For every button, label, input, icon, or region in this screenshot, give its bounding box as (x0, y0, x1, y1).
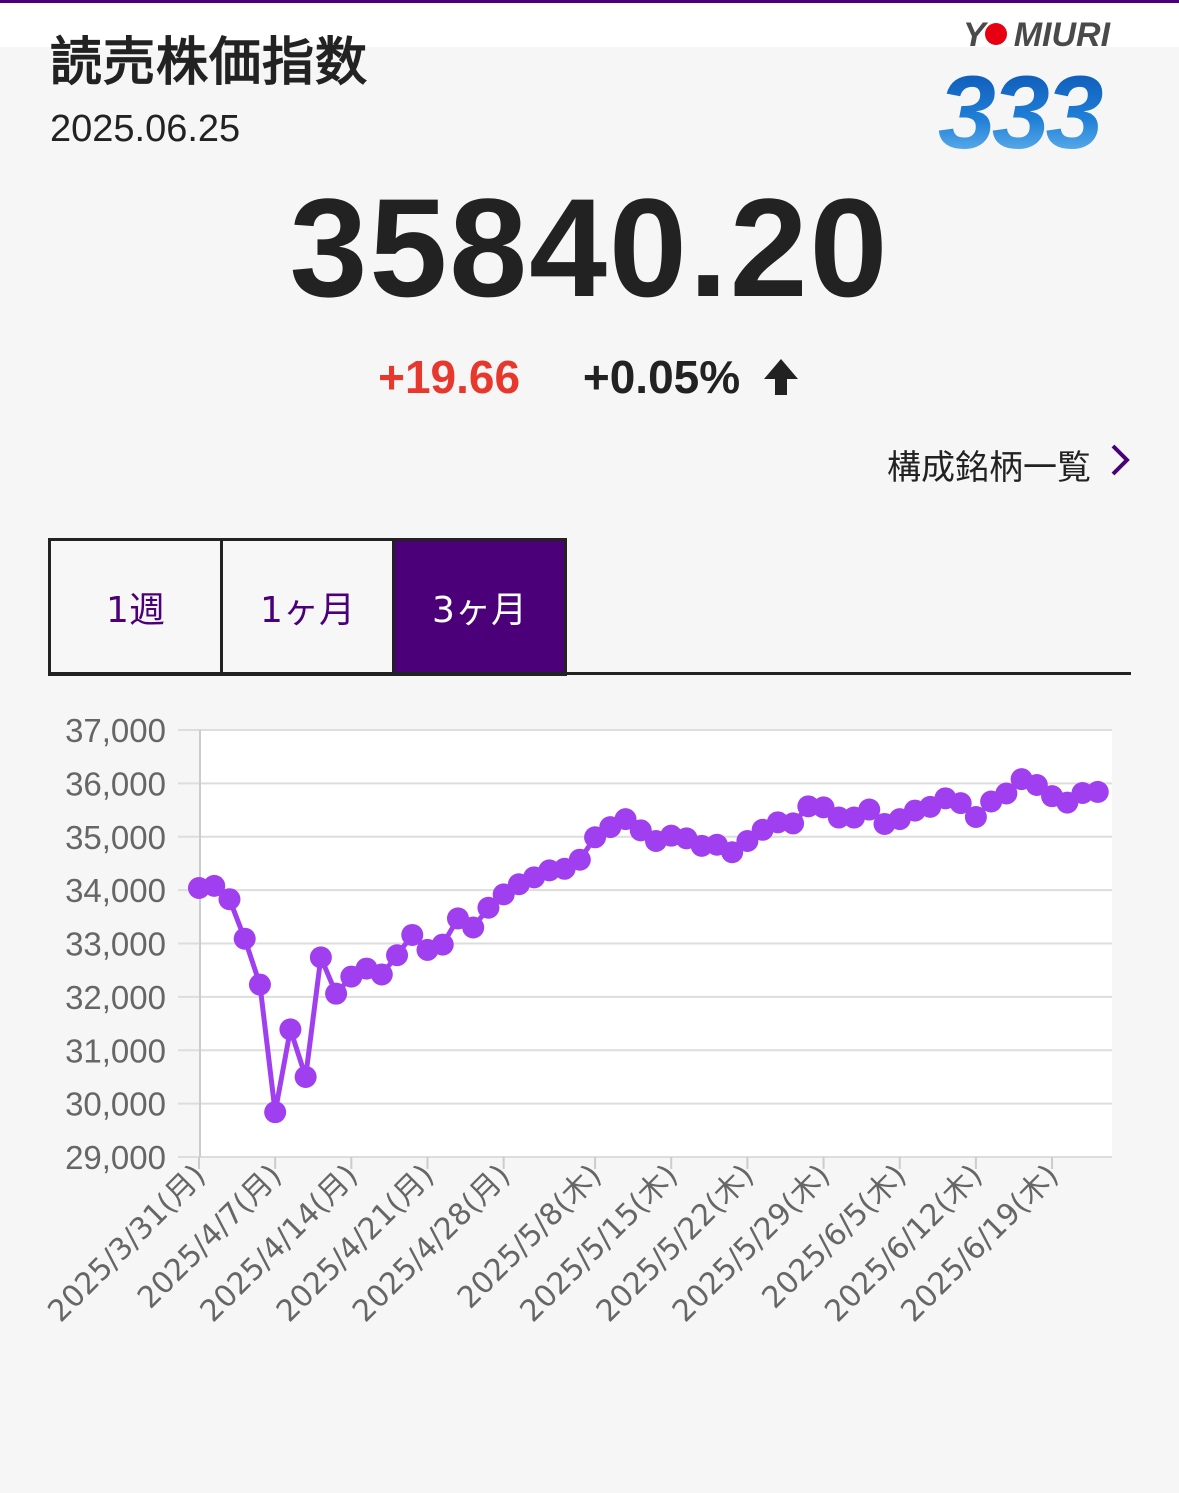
data-point (279, 1018, 302, 1041)
data-point (721, 841, 744, 864)
data-point (462, 916, 485, 939)
y-tick-label: 37,000 (65, 712, 166, 749)
data-point (995, 782, 1018, 805)
data-point (309, 946, 332, 969)
y-tick-label: 29,000 (65, 1139, 166, 1176)
tab-1-month[interactable]: 1ヶ月 (220, 538, 392, 676)
price-chart: 29,000 30,000 31,000 32,000 33,000 34,000 35,0… (41, 712, 1112, 1329)
period-tabs: 1週 1ヶ月 3ヶ月 (48, 538, 567, 676)
top-accent-rule (0, 0, 1179, 3)
data-point (614, 808, 637, 831)
data-point (325, 982, 348, 1005)
constituents-link[interactable]: 構成銘柄一覧 (887, 440, 1131, 489)
data-point (949, 792, 972, 815)
header-band (0, 3, 1179, 47)
logo-graphic: Y MIURI 333 (938, 16, 1112, 160)
data-point (568, 848, 591, 871)
chevron-right-icon (1109, 443, 1131, 486)
data-point (248, 973, 271, 996)
change-absolute: +19.66 (378, 351, 521, 403)
data-point (264, 1101, 287, 1124)
change-row: +19.66 +0.05% (0, 350, 1179, 408)
constituents-link-label: 構成銘柄一覧 (887, 448, 1091, 488)
page-title: 読売株価指数 (50, 33, 369, 93)
data-point (782, 812, 805, 835)
y-tick-label: 32,000 (65, 979, 166, 1016)
data-point (203, 874, 226, 897)
data-point (858, 798, 881, 821)
logo-number: 333 (938, 55, 1103, 160)
y-tick-label: 31,000 (65, 1032, 166, 1069)
y-tick-label: 35,000 (65, 819, 166, 856)
data-point (386, 944, 409, 967)
y-tick-label: 34,000 (65, 872, 166, 909)
data-point (736, 830, 759, 853)
yomiuri-333-logo: Y MIURI 333 (930, 10, 1140, 160)
data-point (964, 806, 987, 829)
index-value: 35840.20 (289, 169, 890, 326)
logo-red-dot (985, 23, 1007, 45)
y-tick-label: 36,000 (65, 765, 166, 802)
data-point (1086, 780, 1109, 803)
arrow-up-icon (761, 354, 801, 408)
data-point (629, 819, 652, 842)
y-tick-label: 30,000 (65, 1086, 166, 1123)
tabs-baseline (48, 672, 1131, 675)
data-point (477, 896, 500, 919)
data-point (218, 888, 241, 911)
data-point (401, 923, 424, 946)
data-point (370, 963, 393, 986)
data-point (431, 933, 454, 956)
tab-3-months[interactable]: 3ヶ月 (392, 538, 567, 676)
quote-date: 2025.06.25 (50, 108, 241, 150)
data-point (1025, 773, 1048, 796)
change-percent: +0.05% (582, 351, 741, 403)
data-point (827, 806, 850, 829)
data-point (294, 1065, 317, 1088)
data-point (233, 927, 256, 950)
logo-brand-text: Y MIURI (963, 16, 1112, 54)
tab-1-week[interactable]: 1週 (48, 538, 220, 676)
y-tick-label: 33,000 (65, 926, 166, 963)
